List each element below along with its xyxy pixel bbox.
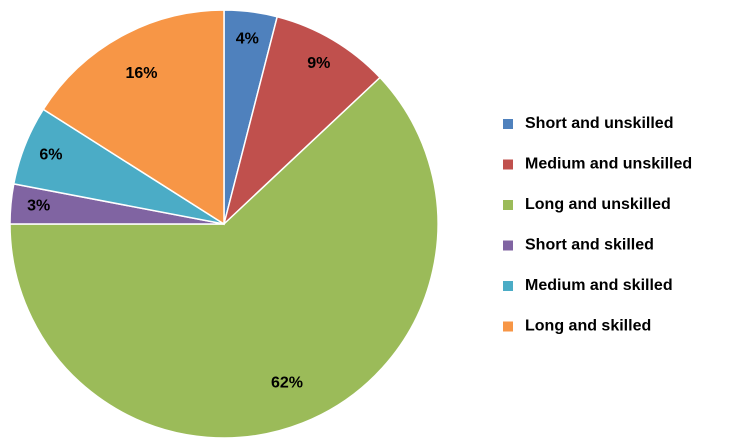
legend-swatch	[503, 281, 513, 291]
data-label: 4%	[236, 31, 259, 48]
data-label: 9%	[307, 55, 330, 72]
legend-label: Long and skilled	[525, 318, 651, 335]
data-label: 6%	[39, 147, 62, 164]
pie-slice	[42, 9, 225, 226]
pie-slice	[222, 15, 382, 227]
legend-label: Medium and unskilled	[525, 156, 692, 173]
data-label: 3%	[27, 198, 50, 215]
legend-swatch	[503, 321, 513, 332]
legend-swatch	[503, 200, 513, 210]
data-label: 16%	[126, 65, 158, 82]
legend-swatch	[503, 159, 513, 170]
legend-label: Short and skilled	[525, 237, 654, 254]
legend-label: Medium and skilled	[525, 277, 673, 294]
legend-label: Short and unskilled	[525, 115, 673, 132]
data-label: 62%	[271, 374, 303, 391]
legend-swatch	[503, 119, 513, 129]
legend-label: Long and unskilled	[525, 196, 671, 213]
legend-swatch	[503, 240, 513, 251]
pie-slice	[9, 76, 439, 439]
